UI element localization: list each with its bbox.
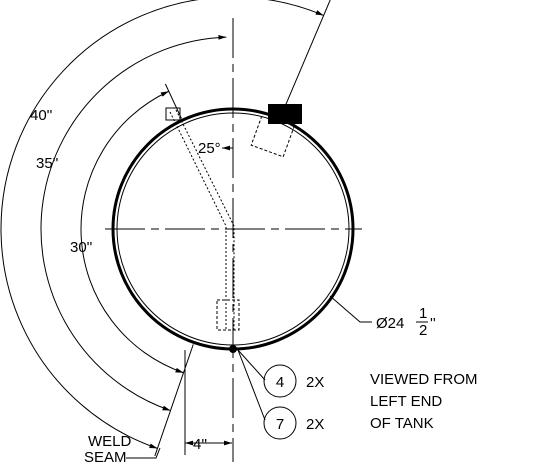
note: LEFT END <box>370 393 442 410</box>
extension-line <box>155 344 193 456</box>
leader <box>238 350 265 420</box>
extension-line <box>282 0 331 114</box>
balloon-qty: 2X <box>306 416 324 433</box>
note: VIEWED FROM <box>370 371 478 388</box>
diameter-label: Ø24 <box>376 315 404 332</box>
diameter-label: '' <box>430 315 436 332</box>
weld-label: WELD <box>88 433 132 450</box>
note: OF TANK <box>370 415 434 432</box>
balloon-label: 7 <box>276 416 284 433</box>
leader <box>330 296 372 322</box>
angle-label: 25° <box>198 140 221 157</box>
drawing: 25° 40'' 35'' 30'' 4'' Ø24 1 2 '' 4 2X 7… <box>0 0 535 469</box>
leader <box>238 350 265 380</box>
balloon-qty: 2X <box>306 374 324 391</box>
extension-line <box>165 84 181 118</box>
balloon-label: 4 <box>276 374 284 391</box>
diameter-label: 2 <box>419 322 427 339</box>
dim-label: 4'' <box>193 436 207 453</box>
dim-label: 30'' <box>70 239 93 256</box>
diameter-label: 1 <box>419 305 427 322</box>
dimension-arc <box>41 37 226 410</box>
geometry <box>1 0 362 462</box>
fitting <box>217 300 239 330</box>
dim-label: 35'' <box>36 155 59 172</box>
weld-seam <box>229 345 237 353</box>
dim-label: 40'' <box>30 107 53 124</box>
weld-label: SEAM <box>84 449 127 466</box>
